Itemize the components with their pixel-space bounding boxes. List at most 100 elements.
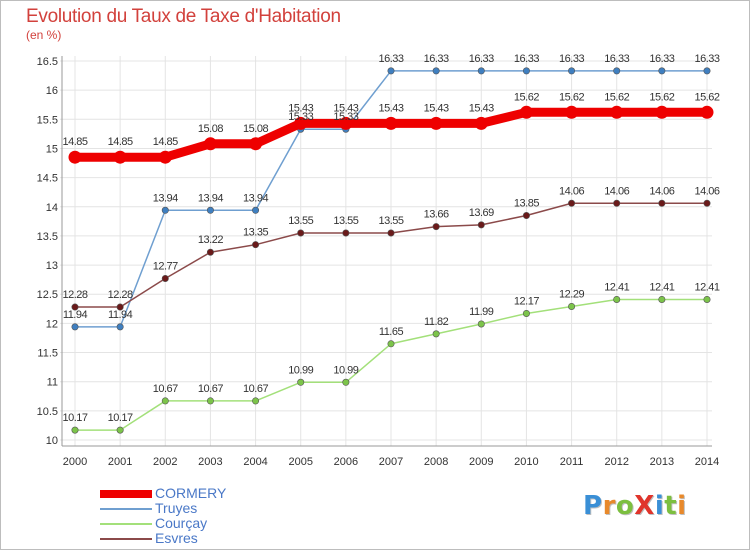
data-point (252, 206, 260, 214)
y-tick-label: 14.5 (37, 173, 58, 185)
data-point (297, 378, 305, 386)
data-label: 12.28 (62, 289, 87, 301)
legend-label: CORMERY (155, 485, 227, 501)
data-point (203, 137, 217, 151)
data-label: 12.29 (559, 288, 584, 300)
y-tick-label: 16.5 (37, 56, 58, 68)
data-point (113, 150, 127, 164)
data-point (206, 248, 214, 256)
y-tick-label: 14 (46, 202, 58, 214)
data-label: 13.85 (514, 198, 539, 210)
data-label: 12.41 (649, 281, 674, 293)
x-tick-label: 2010 (514, 456, 538, 468)
data-point (477, 67, 485, 75)
data-label: 13.94 (243, 192, 268, 204)
y-tick-label: 13 (46, 260, 58, 272)
y-tick-label: 10.5 (37, 406, 58, 418)
data-label: 13.22 (198, 234, 223, 246)
data-label: 12.41 (604, 281, 629, 293)
data-label: 14.85 (62, 136, 87, 148)
data-label: 15.33 (288, 111, 313, 123)
data-point (249, 137, 263, 151)
data-point (432, 223, 440, 231)
data-point (387, 340, 395, 348)
data-label: 12.17 (514, 295, 539, 307)
data-label: 13.55 (288, 215, 313, 227)
data-label: 13.94 (153, 192, 178, 204)
data-label: 15.33 (333, 111, 358, 123)
data-point (206, 206, 214, 214)
data-point (700, 105, 714, 119)
data-label: 14.06 (559, 185, 584, 197)
y-tick-label: 11 (47, 377, 58, 389)
data-label: 16.33 (469, 53, 494, 65)
data-label: 16.33 (694, 53, 719, 65)
data-point (613, 199, 621, 207)
data-point (297, 229, 305, 237)
data-point (252, 241, 260, 249)
legend-item: Truyes (100, 501, 226, 516)
data-point (568, 67, 576, 75)
y-tick-label: 12.5 (37, 289, 58, 301)
data-label: 15.43 (288, 102, 313, 114)
legend-item: CORMERY (100, 486, 226, 501)
legend-label: Esvres (155, 530, 198, 546)
data-label: 14.06 (649, 185, 674, 197)
data-point (71, 323, 79, 331)
data-label: 13.55 (333, 215, 358, 227)
data-label: 16.33 (514, 53, 539, 65)
data-point (477, 221, 485, 229)
data-point (522, 212, 530, 220)
y-tick-label: 16 (46, 85, 58, 97)
data-point (116, 323, 124, 331)
legend-item: Esvres (100, 531, 226, 546)
legend-swatch (100, 522, 152, 525)
data-point (658, 67, 666, 75)
data-label: 14.85 (153, 136, 178, 148)
y-tick-label: 13.5 (37, 231, 58, 243)
legend-label: Courçay (155, 515, 208, 531)
x-tick-label: 2005 (288, 456, 312, 468)
data-label: 15.08 (243, 123, 268, 135)
data-label: 10.99 (288, 364, 313, 376)
data-label: 11.65 (379, 326, 404, 338)
chart-legend: CORMERY Truyes Courçay Esvres (100, 486, 226, 546)
data-label: 13.55 (378, 215, 403, 227)
logo-letter: t (664, 491, 678, 521)
data-point (658, 199, 666, 207)
data-label: 14.85 (108, 136, 133, 148)
data-point (474, 116, 488, 130)
legend-swatch (100, 507, 152, 510)
data-point (610, 105, 624, 119)
proxiti-logo: ProXiti (583, 491, 687, 521)
data-label: 10.17 (108, 412, 133, 424)
data-label: 15.43 (378, 102, 403, 114)
data-label: 13.94 (198, 192, 223, 204)
data-label: 10.67 (153, 383, 178, 395)
logo-letter: r (602, 491, 616, 521)
y-tick-label: 12 (46, 318, 58, 330)
legend-swatch (100, 537, 152, 540)
data-point (161, 397, 169, 405)
x-tick-label: 2014 (695, 456, 719, 468)
data-label: 13.35 (243, 227, 268, 239)
data-point (339, 116, 353, 130)
data-point (116, 303, 124, 311)
x-tick-label: 2003 (198, 456, 222, 468)
logo-letter: P (583, 491, 603, 521)
x-tick-label: 2011 (560, 456, 584, 468)
data-label: 15.62 (649, 91, 674, 103)
y-tick-label: 15 (46, 143, 58, 155)
legend-swatch (100, 489, 152, 498)
x-tick-label: 2008 (424, 456, 448, 468)
data-point (387, 229, 395, 237)
data-point (429, 116, 443, 130)
data-label: 16.33 (604, 53, 629, 65)
data-point (565, 105, 579, 119)
logo-letter: i (654, 491, 665, 521)
x-tick-label: 2013 (650, 456, 674, 468)
data-label: 15.62 (559, 91, 584, 103)
logo-letter: i (677, 491, 687, 521)
data-point (161, 206, 169, 214)
x-tick-label: 2000 (63, 456, 87, 468)
